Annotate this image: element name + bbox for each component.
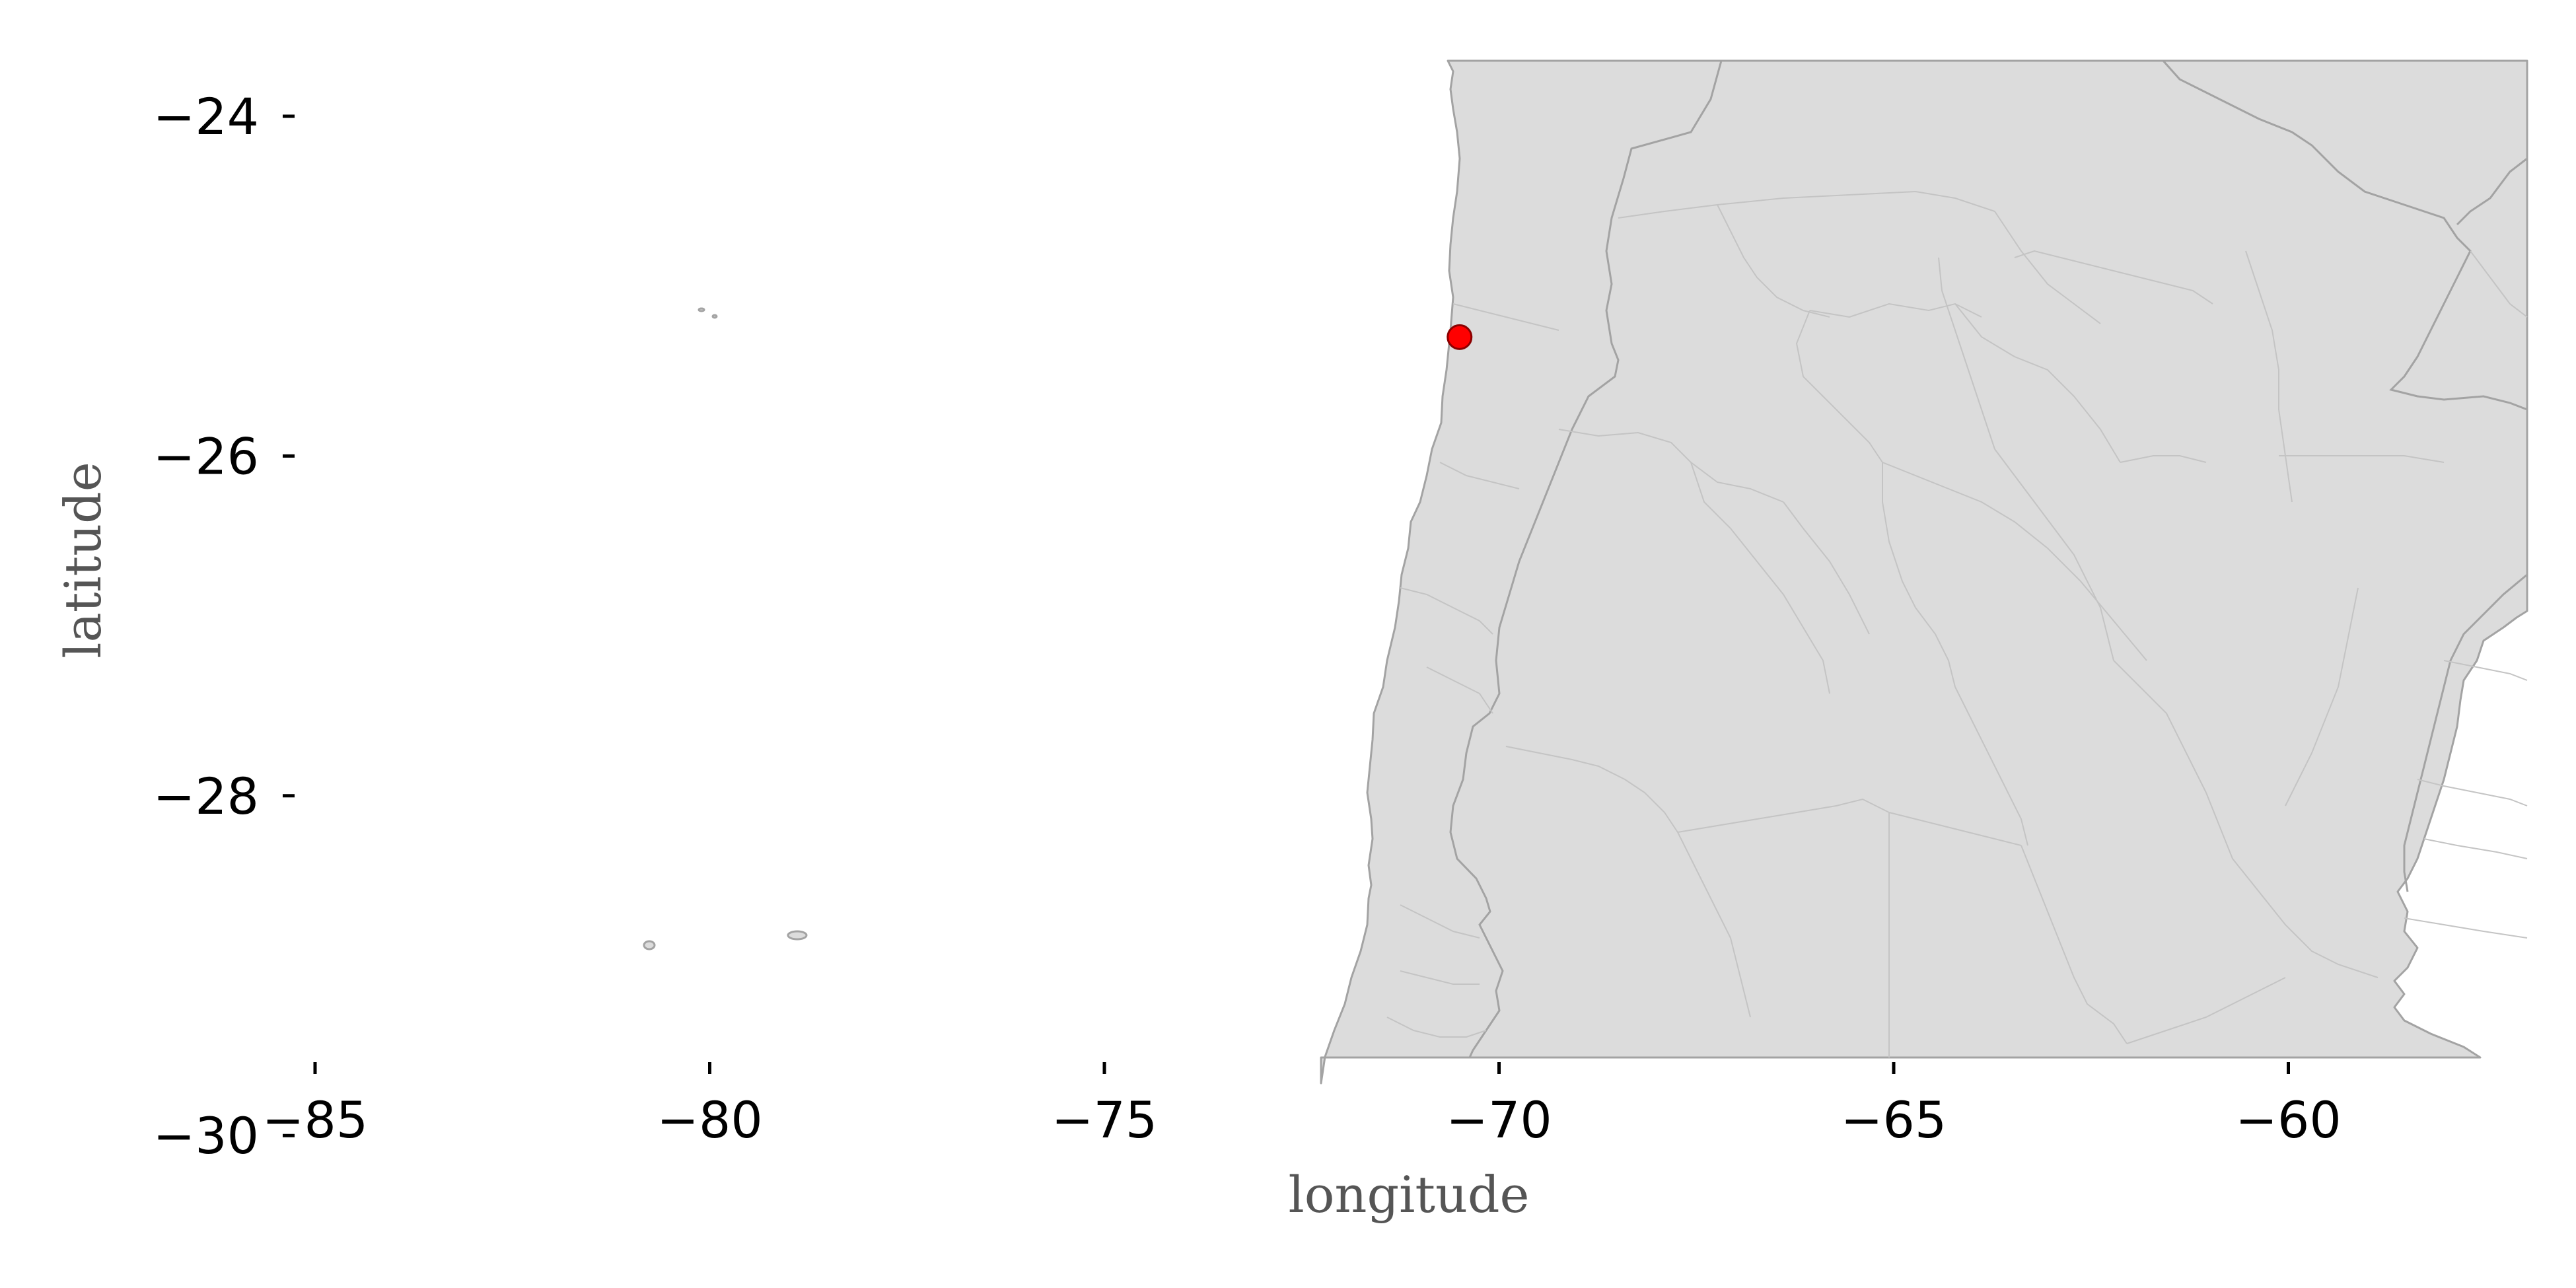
x-tick-label: −75: [1052, 1091, 1157, 1149]
internal-borders: [1386, 190, 2528, 1057]
y-axis: −24−26−28−30−32−34: [153, 87, 295, 1165]
x-axis-label: longitude: [1288, 1165, 1529, 1224]
x-tick-label: −65: [1841, 1091, 1947, 1149]
map-area: [643, 59, 2528, 1085]
x-tick-label: −85: [262, 1091, 368, 1149]
y-tick-label: −24: [153, 87, 259, 146]
mainland-land: [1320, 59, 2528, 1085]
x-tick-label: −80: [657, 1091, 762, 1149]
x-tick-label: −60: [2235, 1091, 2341, 1149]
y-tick-label: −26: [153, 427, 259, 485]
y-tick-label: −28: [153, 767, 259, 826]
x-tick-label: −70: [1446, 1091, 1552, 1149]
border-uruguay: [2403, 573, 2528, 892]
border-east: [2456, 157, 2528, 226]
island-robinson-crusoe: [787, 930, 808, 941]
x-axis: −85 −80 −75 −70 −65 −60: [262, 1062, 2342, 1149]
border-chile-argentina: [1449, 60, 1723, 1058]
island-san-felix: [698, 307, 705, 312]
islands: [643, 307, 808, 950]
y-axis-label: latitude: [54, 462, 112, 659]
y-tick-label: −30: [153, 1106, 259, 1165]
border-north: [2162, 60, 2528, 411]
markers: [1447, 324, 1473, 350]
location-marker[interactable]: [1447, 324, 1473, 350]
island-san-ambrosio: [711, 314, 718, 319]
island-alejandro-selkirk: [643, 940, 656, 950]
